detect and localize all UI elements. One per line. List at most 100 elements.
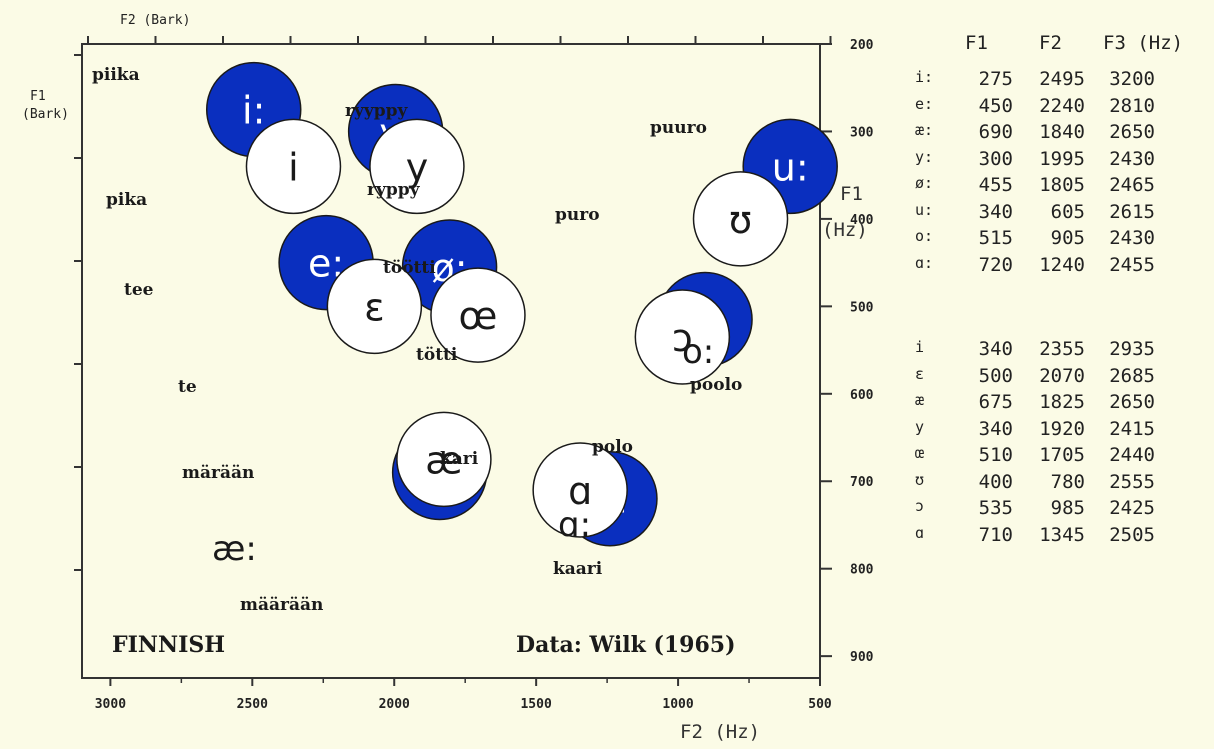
row-f3: 2440 bbox=[1109, 444, 1155, 466]
vowel-symbol: ɑ bbox=[568, 469, 592, 513]
row-f3: 2615 bbox=[1109, 200, 1155, 223]
row-vowel: ø: bbox=[915, 174, 934, 192]
example-word: puuro bbox=[650, 118, 707, 138]
row-f2: 1995 bbox=[1039, 147, 1085, 170]
row-f1: 400 bbox=[978, 470, 1013, 493]
bark-ticks bbox=[74, 36, 832, 571]
vowel-chart: 3000 2500 2000 1500 1000 500 200 300 400 500 600 7… bbox=[22, 13, 874, 743]
row-f1: 300 bbox=[978, 147, 1013, 170]
row-f2: 1805 bbox=[1039, 174, 1085, 196]
example-word: ryppy bbox=[367, 180, 421, 200]
row-f1: 455 bbox=[978, 174, 1013, 196]
row-f1: 690 bbox=[978, 121, 1013, 143]
row-f3: 2810 bbox=[1109, 94, 1155, 117]
example-word: kari bbox=[440, 449, 479, 469]
row-f2: 2240 bbox=[1039, 94, 1085, 117]
row-f3: 2555 bbox=[1109, 470, 1155, 493]
vowel-disc bbox=[634, 289, 731, 385]
vowel-short: œ bbox=[430, 267, 526, 363]
row-vowel: œ bbox=[915, 444, 925, 462]
row-vowel: i bbox=[915, 338, 925, 356]
row-f2: 2355 bbox=[1039, 338, 1085, 360]
row-f2: 1920 bbox=[1039, 417, 1085, 440]
row-vowel: i: bbox=[915, 68, 934, 86]
row-f3: 2465 bbox=[1109, 174, 1155, 196]
vowel-outside-label: ɑ: bbox=[558, 505, 591, 545]
row-f2: 1825 bbox=[1039, 391, 1085, 413]
row-f3: 2415 bbox=[1109, 417, 1155, 440]
row-f3: 2430 bbox=[1109, 147, 1155, 170]
row-f2: 605 bbox=[1050, 200, 1085, 223]
vowel-short: ε bbox=[326, 258, 423, 355]
left-axis-label-1: F1 bbox=[30, 89, 46, 104]
row-vowel: æ: bbox=[915, 121, 934, 139]
row-f3: 3200 bbox=[1109, 68, 1155, 90]
x-tick-label: 1500 bbox=[520, 697, 551, 712]
x-tick-label: 1000 bbox=[662, 697, 693, 712]
example-word: tee bbox=[124, 280, 154, 300]
row-f2: 780 bbox=[1050, 470, 1085, 493]
vowel-symbol: i bbox=[288, 145, 299, 189]
vowel-disc bbox=[245, 118, 342, 215]
row-vowel: y: bbox=[915, 147, 934, 166]
row-vowel: u: bbox=[915, 200, 934, 219]
vowel-symbol: æ bbox=[425, 438, 462, 482]
row-f2: 2495 bbox=[1039, 68, 1085, 90]
y-axis-label-1: F1 bbox=[840, 183, 863, 205]
row-f1: 675 bbox=[978, 391, 1013, 413]
x-tick-label: 500 bbox=[808, 697, 832, 712]
example-word: puro bbox=[555, 205, 600, 225]
row-vowel: ɑ: bbox=[915, 253, 934, 272]
row-f3: 2685 bbox=[1109, 364, 1155, 387]
example-word: märään bbox=[182, 463, 254, 483]
example-word: tötti bbox=[416, 345, 458, 365]
row-f3: 2455 bbox=[1109, 253, 1155, 276]
vowel-symbol: ε bbox=[364, 285, 385, 329]
vowel-disc bbox=[430, 267, 526, 363]
row-f3: 2650 bbox=[1109, 391, 1155, 413]
example-word: piika bbox=[92, 65, 140, 85]
row-f1: 450 bbox=[978, 94, 1013, 117]
y-tick-label: 400 bbox=[850, 213, 874, 228]
row-f1: 510 bbox=[978, 444, 1013, 466]
example-word: polo bbox=[592, 437, 633, 457]
vowel-short: ɔ bbox=[634, 289, 731, 385]
row-f2: 1705 bbox=[1039, 444, 1085, 466]
row-f2: 905 bbox=[1050, 227, 1085, 249]
y-tick-label: 300 bbox=[850, 125, 874, 140]
row-f3: 2505 bbox=[1109, 523, 1155, 546]
example-word: poolo bbox=[690, 375, 742, 395]
vowel-short: æ bbox=[396, 411, 492, 508]
row-f1: 710 bbox=[978, 523, 1013, 546]
row-f2: 1345 bbox=[1039, 523, 1085, 546]
row-f2: 985 bbox=[1050, 497, 1085, 519]
vowel-outside-label: o: bbox=[682, 332, 714, 372]
vowel-short: i bbox=[245, 118, 342, 215]
vowel-symbol: y bbox=[406, 145, 429, 189]
y-tick-label: 700 bbox=[850, 475, 874, 490]
y-tick-label: 600 bbox=[850, 388, 874, 403]
header-f1: F1 bbox=[965, 32, 988, 54]
row-f3: 2425 bbox=[1109, 497, 1155, 519]
vowel-symbol: ʊ bbox=[729, 198, 752, 242]
y-tick-label: 500 bbox=[850, 300, 874, 315]
row-vowel: ɑ bbox=[915, 523, 925, 542]
row-vowel: ʊ bbox=[915, 470, 925, 489]
left-axis-label-2: (Bark) bbox=[22, 107, 69, 122]
example-word: määrään bbox=[240, 595, 323, 615]
vowel-short: ʊ bbox=[692, 171, 789, 267]
vowel-disc bbox=[692, 171, 789, 267]
row-f1: 515 bbox=[978, 227, 1013, 249]
vowel-disc bbox=[326, 258, 423, 355]
vowel-disc bbox=[369, 118, 465, 215]
row-f1: 340 bbox=[978, 338, 1013, 360]
vowel-short: y bbox=[369, 118, 465, 215]
row-f1: 340 bbox=[978, 200, 1013, 223]
row-vowel: o: bbox=[915, 227, 934, 245]
row-f1: 535 bbox=[978, 497, 1013, 519]
y-tick-label: 900 bbox=[850, 650, 874, 665]
vowel-symbol: i: bbox=[242, 89, 265, 133]
row-f3: 2935 bbox=[1109, 338, 1155, 360]
row-vowel: ε bbox=[915, 364, 925, 383]
example-word: ryyppy bbox=[345, 101, 408, 121]
